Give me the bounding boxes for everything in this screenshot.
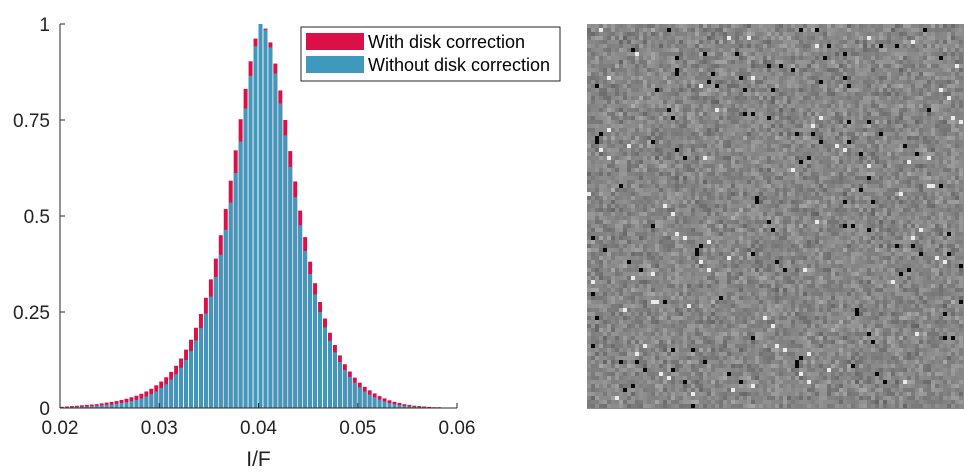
grayscale-noise-image (587, 24, 964, 409)
bar-without-disk (139, 398, 144, 408)
bar-without-disk (382, 401, 387, 408)
bar-without-disk (303, 250, 308, 408)
bar-without-disk (169, 379, 174, 408)
bar-without-disk (89, 406, 94, 408)
bar-with-disk (60, 406, 64, 408)
bar-with-disk (417, 406, 422, 408)
bar-without-disk (253, 46, 258, 409)
bar-without-disk (243, 108, 248, 408)
bar-without-disk (149, 394, 154, 408)
bar-without-disk (352, 382, 357, 408)
bar-without-disk (323, 327, 327, 408)
bar-without-disk (367, 394, 372, 408)
bar-without-disk (313, 294, 318, 408)
image-pixels (587, 24, 963, 408)
bar-without-disk (238, 141, 243, 408)
bar-without-disk (362, 391, 367, 408)
legend-swatch-without-disk (306, 56, 364, 73)
x-axis-label: I/F (246, 448, 271, 471)
bar-without-disk (298, 225, 303, 408)
bar-without-disk (134, 399, 139, 408)
bar-without-disk (104, 404, 109, 408)
bar-without-disk (189, 351, 193, 408)
bar-without-disk (337, 361, 342, 408)
bar-without-disk (248, 75, 253, 408)
bar-without-disk (412, 406, 417, 408)
bar-with-disk (427, 406, 432, 408)
bar-without-disk (332, 352, 337, 408)
bar-without-disk (377, 399, 382, 408)
bar-without-disk (372, 397, 377, 408)
bar-without-disk (74, 406, 79, 408)
bar-without-disk (79, 406, 84, 408)
bar-without-disk (327, 340, 332, 408)
legend-label-with-disk: With disk correction (368, 32, 525, 52)
y-tick-label: 0.75 (13, 111, 50, 132)
bar-without-disk (258, 24, 263, 408)
bar-without-disk (273, 73, 278, 408)
bar-without-disk (228, 202, 233, 408)
bar-without-disk (198, 328, 203, 408)
bar-without-disk (99, 405, 104, 408)
y-tick-label: 0 (39, 399, 50, 420)
bar-without-disk (94, 405, 99, 408)
bar-without-disk (129, 401, 134, 408)
y-tick-label: 1 (39, 15, 50, 36)
legend-swatch-with-disk (306, 33, 364, 50)
bar-without-disk (213, 277, 218, 408)
bar-without-disk (208, 296, 213, 408)
bar-without-disk (154, 391, 159, 408)
bar-without-disk (144, 396, 149, 408)
bar-without-disk (233, 172, 238, 408)
bar-without-disk (164, 384, 169, 408)
bar-without-disk (288, 166, 293, 408)
bar-without-disk (223, 229, 228, 408)
bar-without-disk (342, 369, 347, 408)
bar-without-disk (84, 406, 89, 408)
bar-without-disk (308, 273, 313, 408)
bar-without-disk (318, 312, 323, 408)
bar-without-disk (124, 402, 129, 408)
bar-without-disk (293, 197, 298, 408)
bar-without-disk (402, 405, 407, 408)
x-tick-label: 0.02 (42, 418, 79, 439)
bar-without-disk (159, 388, 164, 408)
y-tick-label: 0.5 (24, 207, 50, 228)
x-tick-label: 0.04 (240, 418, 277, 439)
bar-with-disk (422, 406, 427, 408)
legend: With disk correction Without disk correct… (300, 26, 561, 82)
y-tick-label: 0.25 (13, 303, 50, 324)
bar-without-disk (114, 403, 119, 408)
bar-without-disk (109, 404, 114, 408)
x-tick-label: 0.06 (439, 418, 476, 439)
bar-without-disk (179, 367, 184, 408)
bar-without-disk (203, 313, 208, 408)
bar-without-disk (119, 403, 124, 408)
bar-without-disk (397, 404, 402, 408)
bar-without-disk (357, 387, 362, 408)
bar-without-disk (347, 376, 352, 408)
bar-without-disk (283, 135, 288, 409)
bar-with-disk (79, 405, 84, 408)
bar-without-disk (263, 29, 268, 408)
bar-without-disk (278, 103, 283, 409)
bar-without-disk (174, 374, 179, 408)
bar-without-disk (387, 403, 392, 408)
bar-with-disk (64, 406, 69, 408)
x-tick-label: 0.03 (141, 418, 178, 439)
bar-without-disk (218, 254, 223, 408)
bar-without-disk (193, 340, 198, 408)
histogram-bars (60, 24, 456, 409)
tick-marks-and-labels: 0 0.25 0.5 0.75 1 0.02 0.03 0.04 0.05 0.06 (13, 15, 475, 439)
legend-label-without-disk: Without disk correction (368, 55, 550, 75)
bar-without-disk (392, 404, 397, 408)
x-tick-label: 0.05 (339, 418, 376, 439)
bar-without-disk (407, 406, 412, 408)
bar-without-disk (268, 47, 273, 409)
bar-without-disk (184, 360, 189, 408)
bar-with-disk (69, 406, 74, 408)
